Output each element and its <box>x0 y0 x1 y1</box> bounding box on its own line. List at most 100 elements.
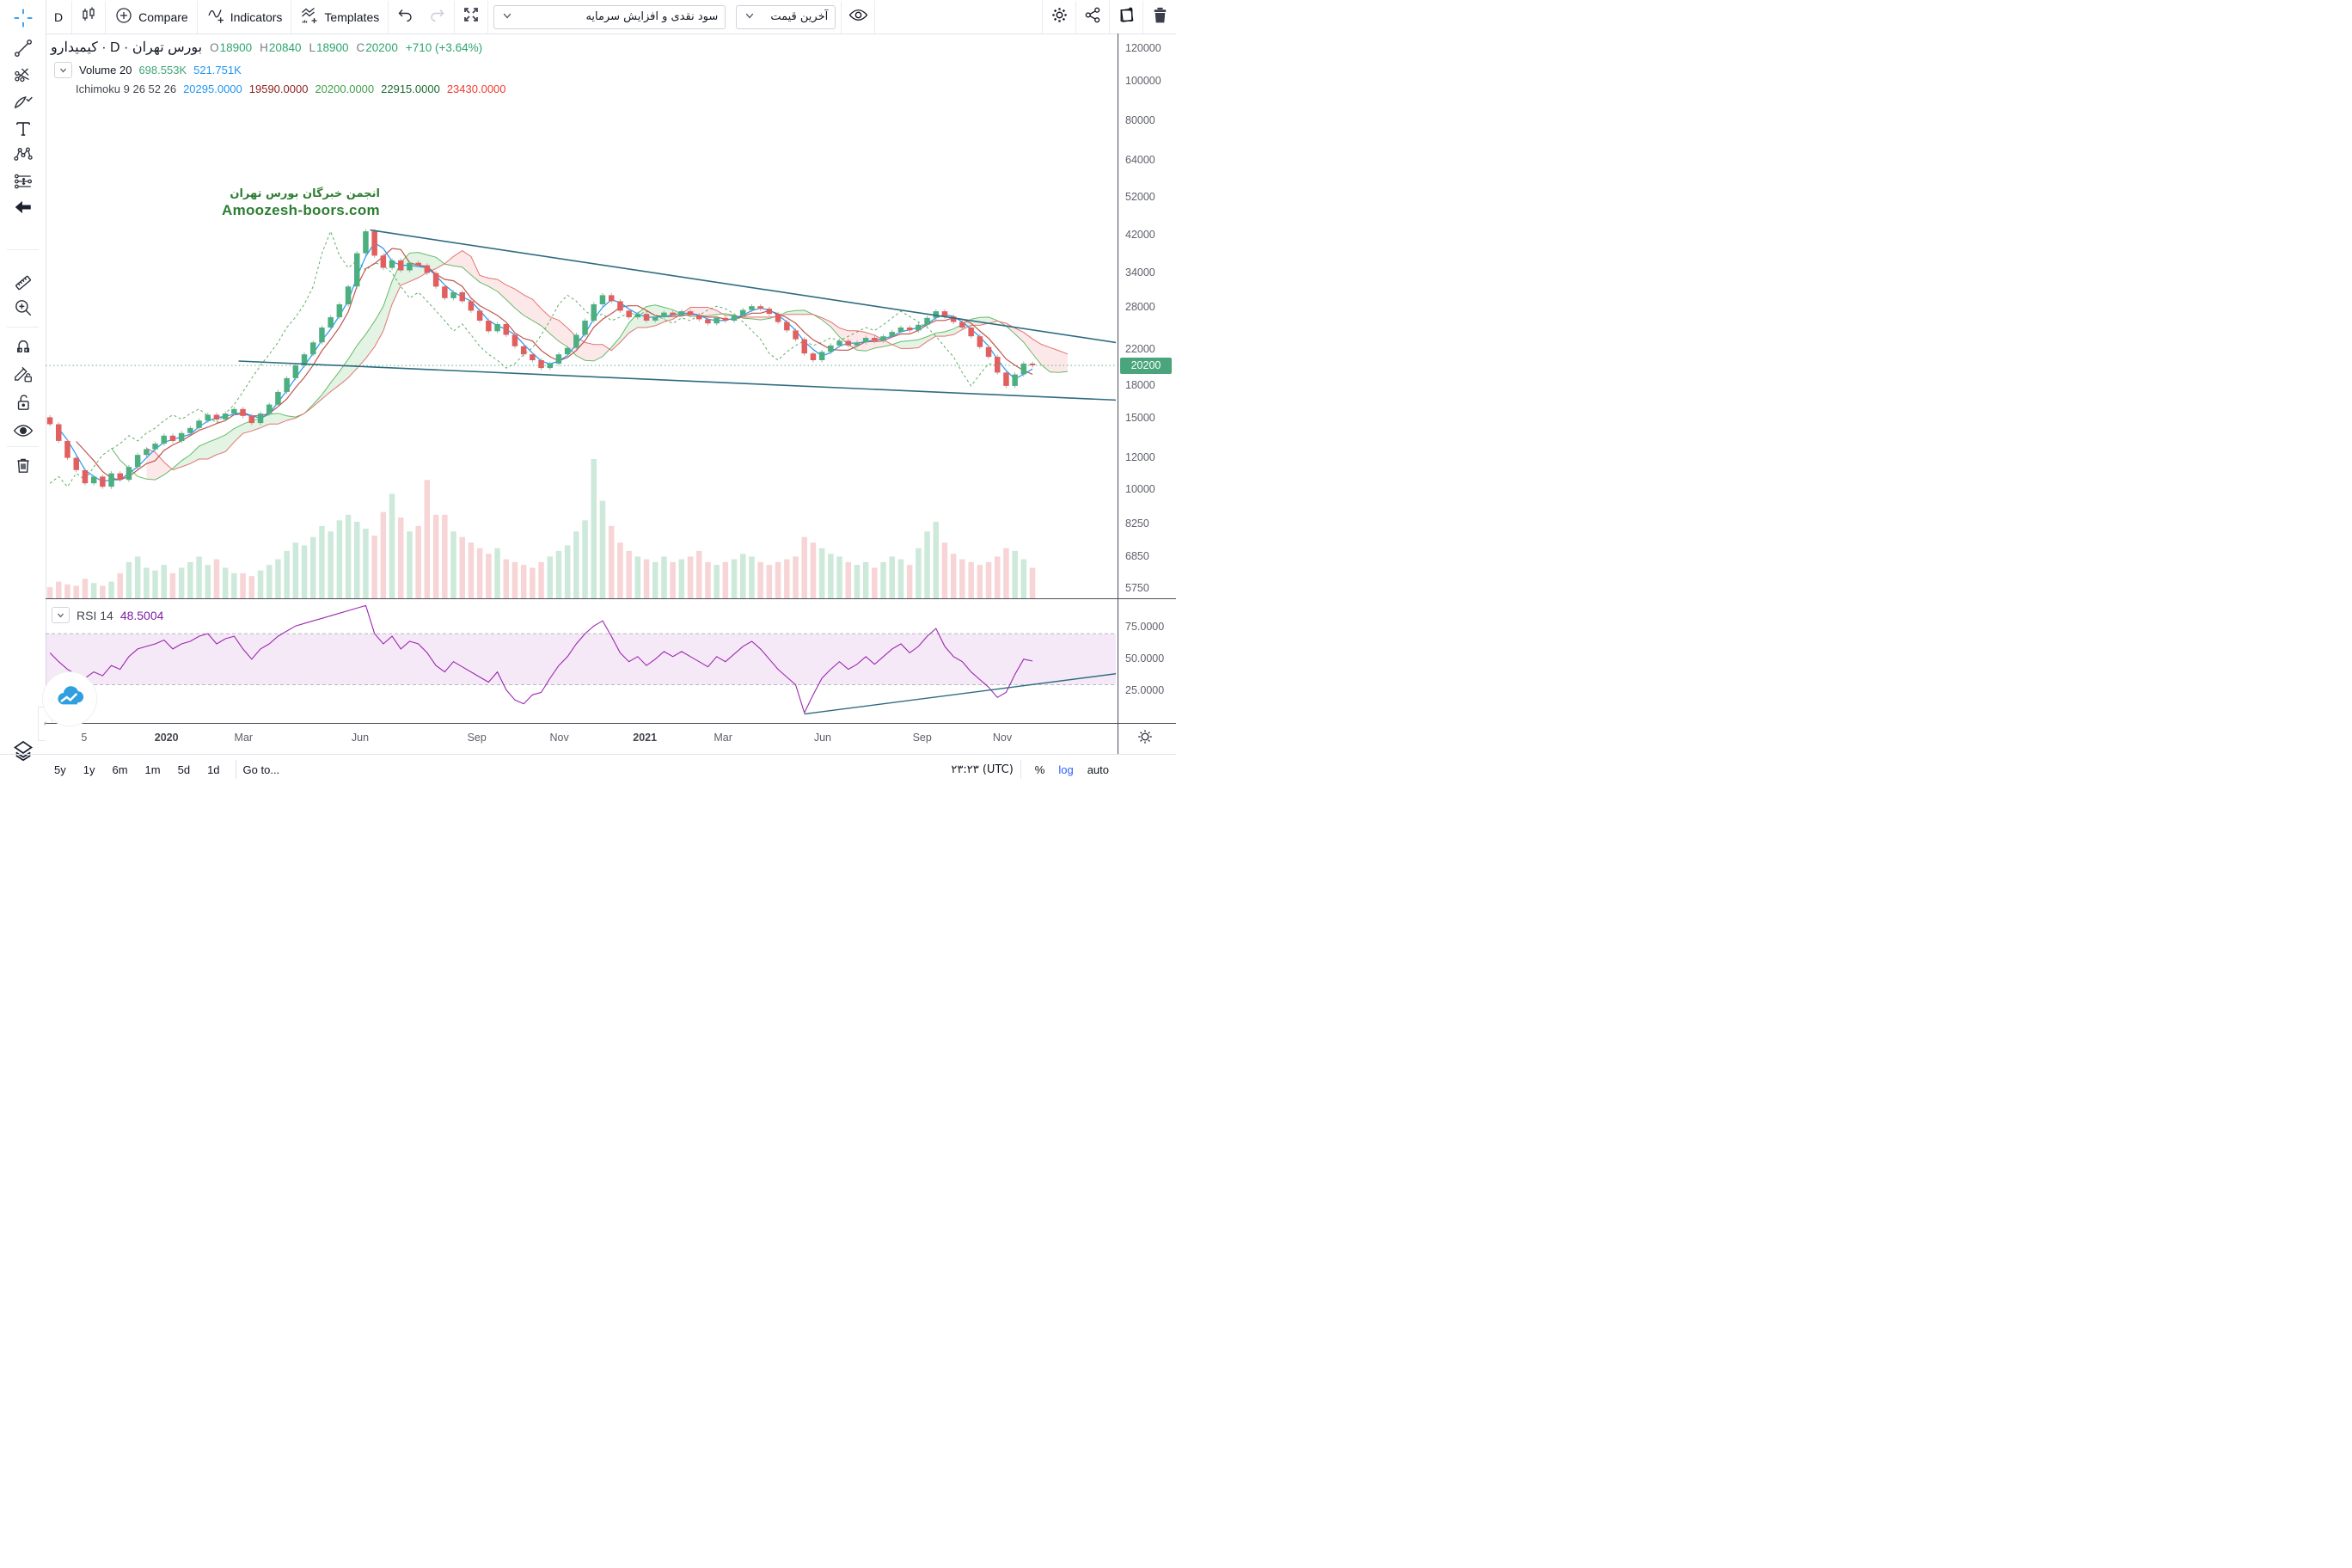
notes-button[interactable] <box>1110 0 1142 34</box>
rsi-axis[interactable]: 75.0000 50.0000 25.0000 <box>1118 599 1176 723</box>
time-tick: Nov <box>549 732 569 744</box>
indicators-button[interactable]: Indicators <box>198 0 291 34</box>
range-1m-button[interactable]: 1m <box>144 763 161 776</box>
undo-button[interactable] <box>389 0 421 34</box>
broker-logo[interactable] <box>42 671 97 726</box>
projection-tool[interactable] <box>12 170 34 193</box>
rsi-collapse-button[interactable] <box>52 607 70 623</box>
range-1y-button[interactable]: 1y <box>83 763 95 776</box>
toolbar-separator <box>71 0 73 34</box>
ichimoku-legend[interactable]: Ichimoku 9 26 52 26 20295.0000 19590.000… <box>76 83 506 95</box>
range-1d-button[interactable]: 1d <box>207 763 220 776</box>
rsi-label: RSI 14 <box>77 608 113 622</box>
pitchfork-tool[interactable] <box>12 64 34 86</box>
rsi-tick: 75.0000 <box>1125 620 1165 633</box>
templates-icon <box>300 6 319 28</box>
price-tick: 15000 <box>1125 411 1155 424</box>
volume-collapse-button[interactable] <box>54 62 72 78</box>
price-tick: 42000 <box>1125 228 1155 241</box>
symbol-legend[interactable]: کیمیدارو · D · بورس تهران O 18900 H 20840 … <box>51 39 482 56</box>
toolbar-separator <box>874 0 876 34</box>
symbol-title[interactable]: کیمیدارو · D · بورس تهران <box>51 40 203 55</box>
fullscreen-button[interactable] <box>455 0 487 34</box>
price-chart-svg[interactable] <box>46 34 1116 598</box>
drawing-toolbar: ‹ <box>0 0 52 784</box>
settings-button[interactable] <box>1043 0 1075 34</box>
price-axis[interactable]: 120000 100000 80000 64000 52000 42000 34000 280… <box>1118 34 1176 598</box>
toolbar-separator <box>1075 0 1076 34</box>
dividends-dropdown[interactable]: سود نقدی و افزایش سرمایه <box>493 4 726 29</box>
toolbar-separator <box>388 0 389 34</box>
high-value: 20840 <box>268 40 302 54</box>
zoom-in-tool[interactable] <box>12 297 34 319</box>
toolbar-separator <box>1142 0 1143 34</box>
chevron-down-icon <box>744 9 756 24</box>
ichimoku-label: Ichimoku 9 26 52 26 <box>76 83 177 95</box>
crosshair-tool[interactable] <box>12 7 34 29</box>
text-tool[interactable] <box>12 118 34 140</box>
rsi-legend[interactable]: RSI 14 48.5004 <box>52 607 163 623</box>
chart-style-button[interactable] <box>72 0 105 34</box>
low-label: L <box>309 40 315 54</box>
time-tick: Jun <box>351 732 370 744</box>
chevron-down-icon <box>501 9 513 24</box>
measure-tool[interactable] <box>12 272 34 294</box>
indicators-icon <box>206 6 225 28</box>
drawing-mode-lock-tool[interactable] <box>12 363 34 385</box>
share-icon <box>1083 5 1103 29</box>
compare-button[interactable]: Compare <box>106 0 197 34</box>
trend-line-tool[interactable] <box>12 37 34 59</box>
ichimoku-chikou-value: 20200.0000 <box>315 83 375 95</box>
redo-button[interactable] <box>421 0 454 34</box>
pane-divider[interactable] <box>46 723 1176 724</box>
share-button[interactable] <box>1076 0 1109 34</box>
interval-button[interactable]: D <box>46 0 71 34</box>
high-label: H <box>260 40 268 54</box>
bottombar-divider <box>0 754 1176 755</box>
goto-button[interactable]: Go to... <box>242 763 280 776</box>
time-tick: Jun <box>813 732 831 744</box>
volume-legend[interactable]: Volume 20 698.553K 521.751K <box>54 62 242 78</box>
arrow-marker-tool[interactable] <box>12 196 34 218</box>
remove-drawings-tool[interactable] <box>12 454 34 476</box>
price-pane[interactable] <box>46 34 1116 598</box>
chevron-left-icon: ‹ <box>44 719 47 729</box>
range-5d-button[interactable]: 5d <box>177 763 191 776</box>
delete-button[interactable] <box>1143 0 1176 34</box>
time-tick: 2020 <box>154 732 179 744</box>
rsi-chart-svg[interactable] <box>46 599 1116 723</box>
range-6m-button[interactable]: 6m <box>112 763 128 776</box>
hide-drawings-tool[interactable] <box>12 420 34 442</box>
price-tick: 18000 <box>1125 378 1155 391</box>
brush-tool[interactable] <box>12 90 34 113</box>
ichimoku-kijun-value: 19590.0000 <box>248 83 309 95</box>
object-tree-button[interactable] <box>12 739 34 762</box>
time-axis[interactable]: 5 2020 Mar Jun Sep Nov 2021 Mar Jun Sep Nov <box>46 723 1118 755</box>
rsi-pane[interactable] <box>46 599 1116 723</box>
time-tick: Sep <box>467 732 487 744</box>
range-5y-button[interactable]: 5y <box>54 763 66 776</box>
last-price-dropdown[interactable]: آخرین قیمت <box>736 4 836 29</box>
auto-scale-button[interactable]: auto <box>1087 763 1109 776</box>
bottom-toolbar: 5y 1y 6m 1m 5d 1d Go to... ۲۳:۲۳ (UTC) %… <box>46 755 1176 784</box>
unlock-tool[interactable] <box>12 391 34 413</box>
fullscreen-icon <box>462 5 481 28</box>
templates-label: Templates <box>324 9 380 24</box>
price-tick: 64000 <box>1125 153 1155 166</box>
time-axis-settings-icon[interactable] <box>1136 728 1154 750</box>
time-tick: Mar <box>234 732 254 744</box>
time-tick: Nov <box>992 732 1013 744</box>
magnet-tool[interactable] <box>12 334 34 356</box>
sidebar-divider <box>7 249 39 250</box>
percent-scale-button[interactable]: % <box>1034 763 1045 776</box>
clock-button[interactable]: ۲۳:۲۳ (UTC) <box>951 763 1014 776</box>
pane-divider[interactable] <box>46 598 1176 599</box>
xabcd-pattern-tool[interactable] <box>12 144 34 166</box>
toolbar-separator <box>487 0 489 34</box>
chart-application: D Compare Indicators Templates <box>0 0 1176 784</box>
templates-button[interactable]: Templates <box>291 0 388 34</box>
hide-marks-button[interactable] <box>842 0 874 34</box>
sticky-note-icon <box>1117 5 1136 29</box>
price-tick: 34000 <box>1125 266 1155 279</box>
log-scale-button[interactable]: log <box>1058 763 1074 776</box>
